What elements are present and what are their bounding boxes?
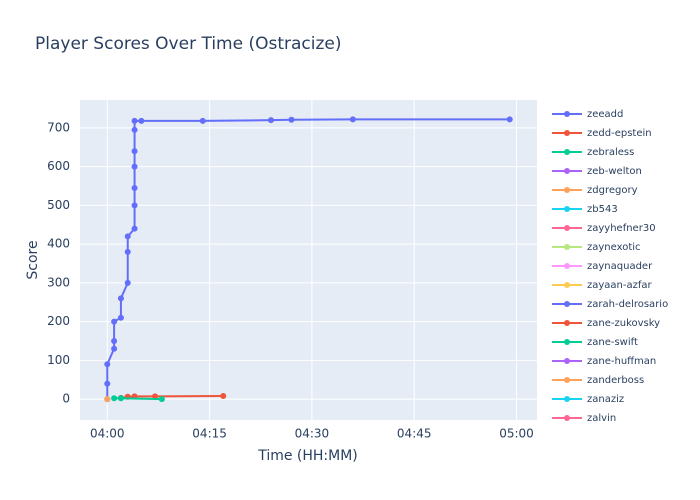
- legend-marker[interactable]: [564, 206, 570, 212]
- legend-label[interactable]: zanaziz: [587, 394, 624, 405]
- legend-marker[interactable]: [564, 301, 570, 307]
- y-tick-label: 700: [47, 120, 70, 134]
- data-point: [117, 314, 124, 321]
- data-point: [111, 395, 118, 402]
- data-point: [220, 392, 227, 399]
- x-tick-label: 04:00: [90, 427, 125, 441]
- legend-label[interactable]: zayaan-azfar: [587, 280, 653, 291]
- data-point: [506, 116, 513, 123]
- legend-label[interactable]: zane-zukovsky: [587, 318, 660, 329]
- data-point: [131, 225, 138, 232]
- data-point: [131, 148, 138, 155]
- legend-marker[interactable]: [564, 149, 570, 155]
- data-point: [131, 202, 138, 209]
- y-tick-label: 0: [62, 392, 70, 406]
- data-point: [131, 117, 138, 124]
- y-tick-label: 300: [47, 275, 70, 289]
- legend-label[interactable]: zdgregory: [587, 185, 638, 196]
- data-point: [117, 395, 124, 402]
- y-tick-label: 200: [47, 314, 70, 328]
- data-point: [111, 337, 118, 344]
- data-point: [111, 345, 118, 352]
- legend-marker[interactable]: [564, 168, 570, 174]
- legend-label[interactable]: zane-swift: [587, 337, 638, 348]
- legend-marker[interactable]: [564, 339, 570, 345]
- data-point: [152, 393, 159, 400]
- x-tick-label: 05:00: [499, 427, 534, 441]
- data-point: [158, 396, 165, 403]
- plot: [104, 116, 513, 403]
- y-tick-label: 600: [47, 159, 70, 173]
- legend-label[interactable]: zaynexotic: [587, 242, 641, 253]
- legend-label[interactable]: zanderboss: [587, 375, 644, 386]
- legend-label[interactable]: zeb-welton: [587, 166, 642, 177]
- legend-label[interactable]: zedd-epstein: [587, 128, 652, 139]
- y-tick-label: 100: [47, 353, 70, 367]
- legend-marker[interactable]: [564, 187, 570, 193]
- data-point: [138, 117, 145, 124]
- data-point: [111, 318, 118, 325]
- y-axis-title: Score: [25, 240, 41, 279]
- data-point: [124, 248, 131, 255]
- data-point: [131, 184, 138, 191]
- data-point: [104, 396, 111, 403]
- data-point: [117, 295, 124, 302]
- data-point: [199, 117, 206, 124]
- x-tick-label: 04:15: [192, 427, 227, 441]
- x-axis-title: Time (HH:MM): [257, 448, 358, 464]
- legend-marker[interactable]: [564, 396, 570, 402]
- legend-marker[interactable]: [564, 130, 570, 136]
- grid: 0 100 200 300 400 500 600 700 04:00 04:15 04:30 04:…: [47, 100, 537, 441]
- y-tick-label: 400: [47, 237, 70, 251]
- legend[interactable]: zeeadd zedd-epstein zebraless zeb-welton zdg…: [552, 109, 668, 424]
- data-point: [267, 117, 274, 124]
- legend-label[interactable]: zayyhefner30: [587, 223, 656, 234]
- y-tick-label: 500: [47, 198, 70, 212]
- x-tick-label: 04:45: [397, 427, 432, 441]
- data-point: [104, 380, 111, 387]
- legend-marker[interactable]: [564, 320, 570, 326]
- legend-label[interactable]: zb543: [587, 204, 618, 215]
- legend-marker[interactable]: [564, 111, 570, 117]
- legend-label[interactable]: zane-huffman: [587, 356, 656, 367]
- legend-label[interactable]: zarah-delrosario: [587, 299, 668, 310]
- legend-label[interactable]: zebraless: [587, 147, 634, 158]
- legend-marker[interactable]: [564, 415, 570, 421]
- legend-label[interactable]: zalvin: [587, 413, 616, 424]
- data-point: [131, 126, 138, 133]
- legend-marker[interactable]: [564, 225, 570, 231]
- legend-marker[interactable]: [564, 358, 570, 364]
- chart-title: Player Scores Over Time (Ostracize): [35, 34, 342, 54]
- legend-label[interactable]: zeeadd: [587, 109, 623, 120]
- data-point: [124, 233, 131, 240]
- x-tick-label: 04:30: [295, 427, 330, 441]
- legend-marker[interactable]: [564, 263, 570, 269]
- legend-label[interactable]: zaynaquader: [587, 261, 653, 272]
- legend-marker[interactable]: [564, 282, 570, 288]
- plot-area: [80, 100, 537, 420]
- data-point: [131, 163, 138, 170]
- data-point: [288, 116, 295, 123]
- legend-marker[interactable]: [564, 377, 570, 383]
- data-point: [104, 361, 111, 368]
- legend-marker[interactable]: [564, 244, 570, 250]
- data-point: [349, 116, 356, 123]
- data-point: [124, 279, 131, 286]
